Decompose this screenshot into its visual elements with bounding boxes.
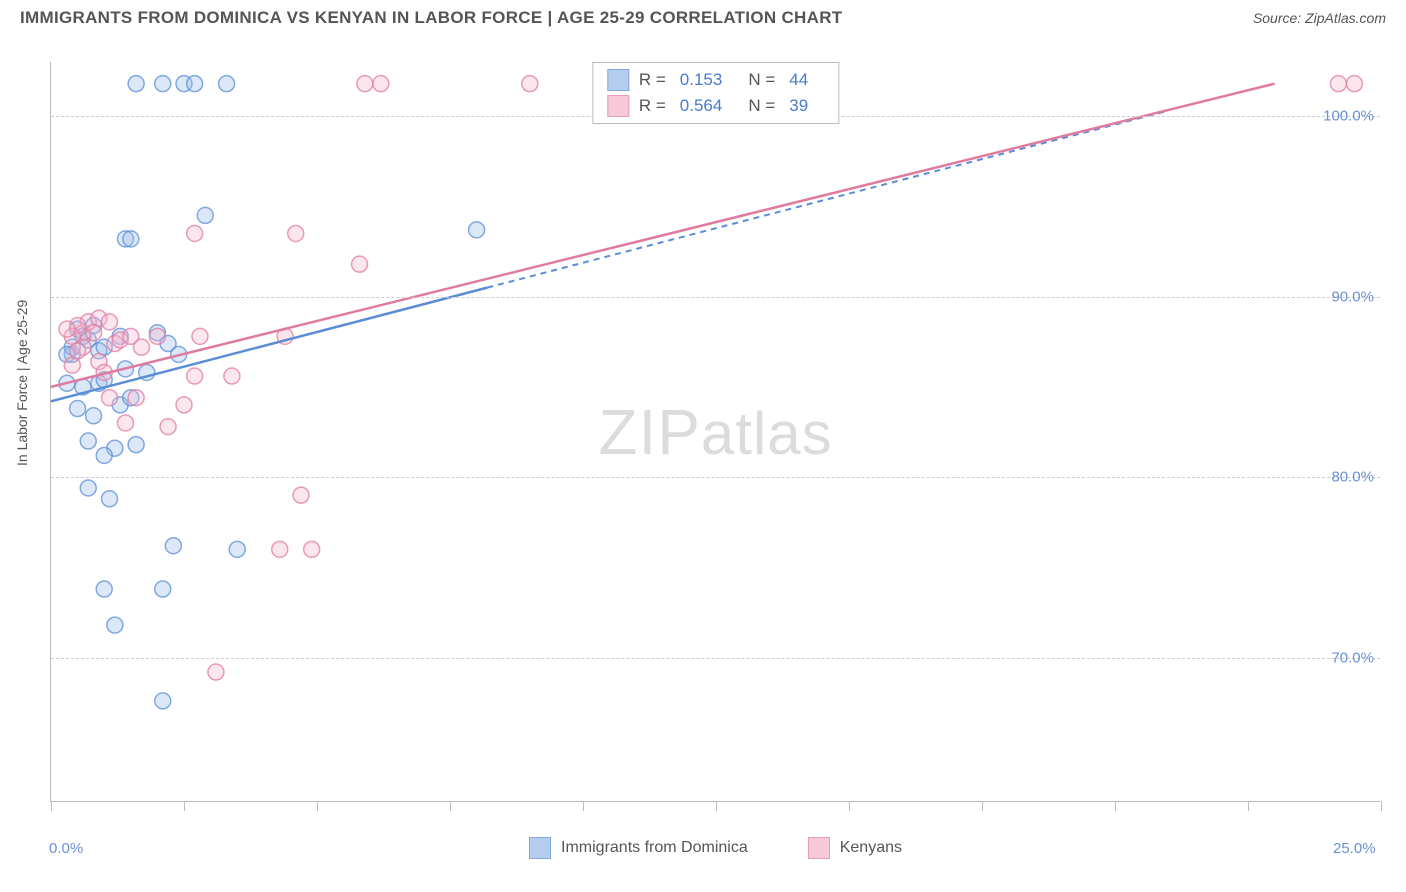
- scatter-svg: [51, 62, 1380, 801]
- data-point-kenyans: [128, 390, 144, 406]
- x-tick: [317, 801, 318, 811]
- chart-title: IMMIGRANTS FROM DOMINICA VS KENYAN IN LA…: [20, 8, 842, 28]
- legend-row-kenyans: R = 0.564 N = 39: [607, 93, 824, 119]
- data-point-kenyans: [187, 368, 203, 384]
- x-tick: [1248, 801, 1249, 811]
- data-point-kenyans: [59, 321, 75, 337]
- data-point-kenyans: [224, 368, 240, 384]
- data-point-kenyans: [304, 541, 320, 557]
- legend-label-kenyans: Kenyans: [840, 839, 902, 857]
- y-tick-label: 80.0%: [1331, 469, 1374, 486]
- data-point-dominica: [229, 541, 245, 557]
- data-point-dominica: [197, 207, 213, 223]
- n-value-kenyans: 39: [789, 96, 808, 116]
- data-point-kenyans: [64, 357, 80, 373]
- x-tick: [1381, 801, 1382, 811]
- data-point-dominica: [96, 581, 112, 597]
- x-tick: [849, 801, 850, 811]
- n-label: N =: [748, 96, 775, 116]
- source-label: Source: ZipAtlas.com: [1253, 10, 1386, 26]
- x-tick: [51, 801, 52, 811]
- data-point-kenyans: [149, 328, 165, 344]
- legend-item-kenyans: Kenyans: [808, 837, 902, 859]
- correlation-legend: R = 0.153 N = 44 R = 0.564 N = 39: [592, 62, 839, 124]
- data-point-kenyans: [352, 256, 368, 272]
- data-point-kenyans: [86, 325, 102, 341]
- data-point-kenyans: [357, 76, 373, 92]
- legend-item-dominica: Immigrants from Dominica: [529, 837, 748, 859]
- data-point-dominica: [96, 447, 112, 463]
- x-tick: [1115, 801, 1116, 811]
- chart-container: In Labor Force | Age 25-29 ZIPatlas R = …: [0, 40, 1406, 892]
- n-value-dominica: 44: [789, 70, 808, 90]
- data-point-kenyans: [1330, 76, 1346, 92]
- data-point-dominica: [86, 408, 102, 424]
- data-point-kenyans: [293, 487, 309, 503]
- data-point-kenyans: [70, 343, 86, 359]
- trendline-kenyans: [51, 84, 1275, 387]
- data-point-dominica: [165, 538, 181, 554]
- swatch-kenyans: [607, 95, 629, 117]
- data-point-dominica: [80, 480, 96, 496]
- data-point-kenyans: [192, 328, 208, 344]
- data-point-kenyans: [1346, 76, 1362, 92]
- y-tick-label: 90.0%: [1331, 288, 1374, 305]
- data-point-kenyans: [288, 225, 304, 241]
- data-point-kenyans: [102, 314, 118, 330]
- data-point-kenyans: [522, 76, 538, 92]
- data-point-kenyans: [208, 664, 224, 680]
- legend-row-dominica: R = 0.153 N = 44: [607, 67, 824, 93]
- gridline: [51, 477, 1380, 478]
- x-tick: [982, 801, 983, 811]
- r-label: R =: [639, 96, 666, 116]
- swatch-dominica-bottom: [529, 837, 551, 859]
- n-label: N =: [748, 70, 775, 90]
- r-label: R =: [639, 70, 666, 90]
- data-point-dominica: [80, 433, 96, 449]
- x-tick: [450, 801, 451, 811]
- r-value-dominica: 0.153: [680, 70, 723, 90]
- r-value-kenyans: 0.564: [680, 96, 723, 116]
- gridline: [51, 658, 1380, 659]
- data-point-kenyans: [133, 339, 149, 355]
- swatch-dominica: [607, 69, 629, 91]
- data-point-kenyans: [160, 419, 176, 435]
- data-point-dominica: [469, 222, 485, 238]
- data-point-dominica: [128, 76, 144, 92]
- data-point-dominica: [155, 76, 171, 92]
- x-tick: [716, 801, 717, 811]
- data-point-dominica: [155, 693, 171, 709]
- data-point-kenyans: [272, 541, 288, 557]
- x-tick-label-max: 25.0%: [1333, 840, 1376, 857]
- data-point-dominica: [123, 231, 139, 247]
- y-tick-label: 70.0%: [1331, 649, 1374, 666]
- x-tick-label-min: 0.0%: [49, 840, 83, 857]
- data-point-kenyans: [102, 390, 118, 406]
- data-point-dominica: [219, 76, 235, 92]
- data-point-dominica: [107, 617, 123, 633]
- data-point-kenyans: [117, 415, 133, 431]
- data-point-dominica: [187, 76, 203, 92]
- data-point-dominica: [155, 581, 171, 597]
- bottom-legend: Immigrants from Dominica Kenyans: [51, 837, 1380, 859]
- data-point-dominica: [102, 491, 118, 507]
- gridline: [51, 297, 1380, 298]
- swatch-kenyans-bottom: [808, 837, 830, 859]
- trendline-extrapolated-dominica: [487, 111, 1168, 288]
- data-point-dominica: [128, 437, 144, 453]
- legend-label-dominica: Immigrants from Dominica: [561, 839, 748, 857]
- data-point-kenyans: [187, 225, 203, 241]
- data-point-kenyans: [373, 76, 389, 92]
- y-tick-label: 100.0%: [1323, 108, 1374, 125]
- x-tick: [583, 801, 584, 811]
- plot-area: ZIPatlas R = 0.153 N = 44 R = 0.564 N = …: [50, 62, 1380, 802]
- data-point-kenyans: [176, 397, 192, 413]
- x-tick: [184, 801, 185, 811]
- y-axis-label: In Labor Force | Age 25-29: [14, 300, 30, 466]
- data-point-dominica: [70, 401, 86, 417]
